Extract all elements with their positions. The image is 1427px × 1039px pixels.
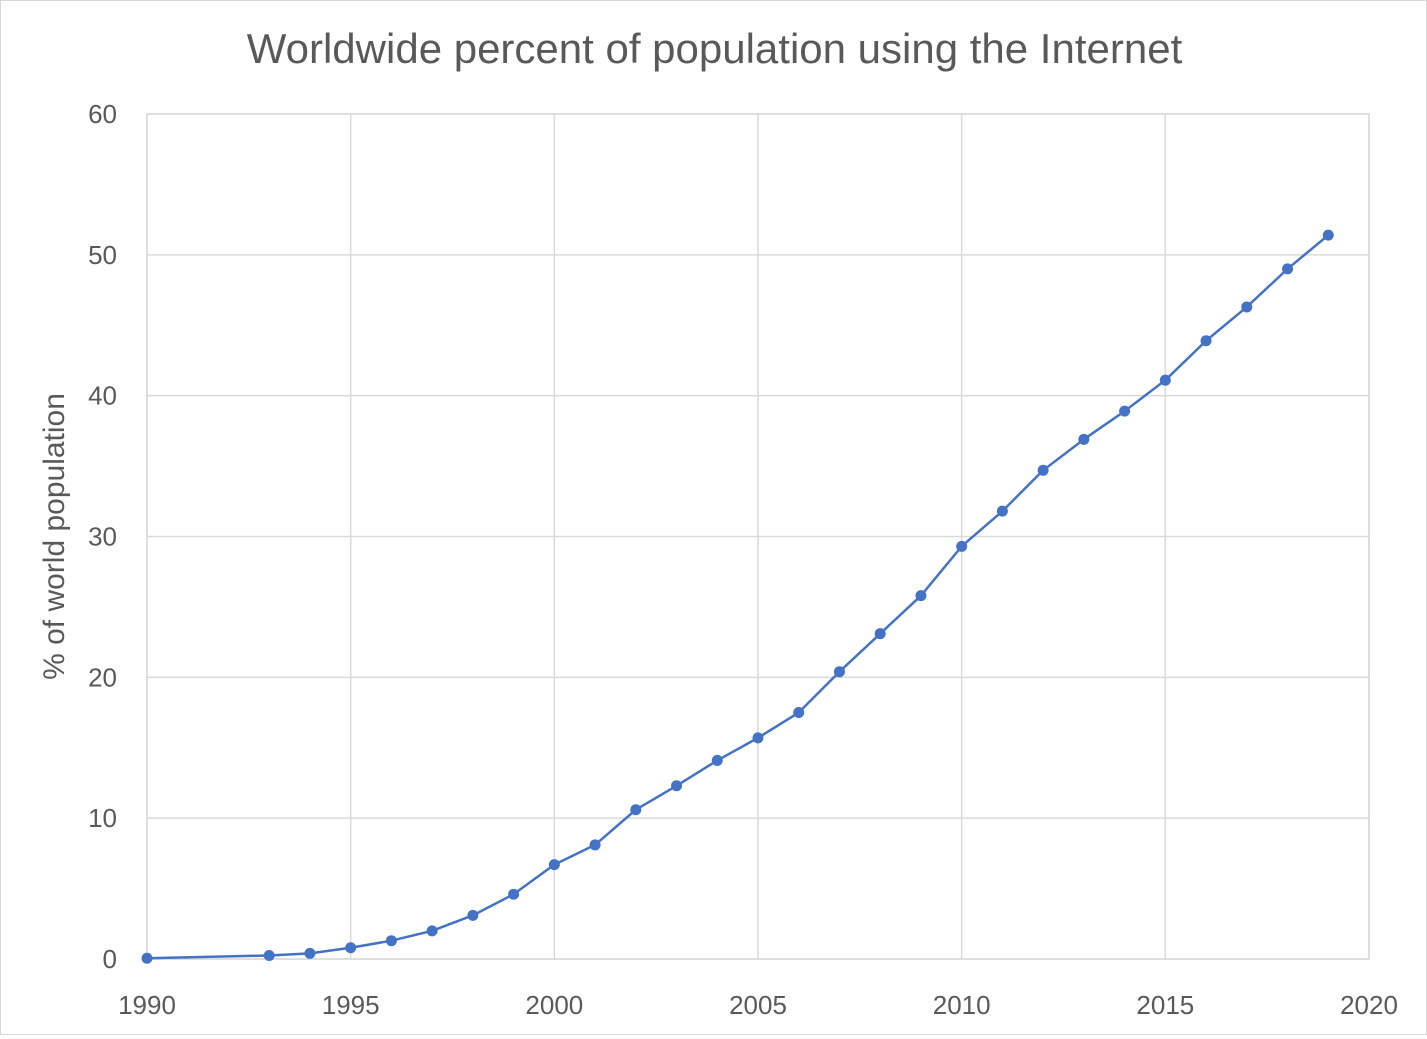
gridlines xyxy=(146,113,1370,960)
chart-title: Worldwide percent of population using th… xyxy=(246,25,1183,72)
data-point-2001 xyxy=(589,839,601,851)
data-point-2008 xyxy=(874,628,886,640)
data-point-2005 xyxy=(752,732,764,744)
data-point-2002 xyxy=(630,804,642,816)
data-point-2003 xyxy=(671,780,683,792)
series-layer xyxy=(141,229,1334,964)
data-point-1994 xyxy=(304,947,316,959)
x-tick-label-2015: 2015 xyxy=(1136,990,1194,1020)
data-point-2019 xyxy=(1322,229,1334,241)
data-point-2017 xyxy=(1241,301,1253,313)
data-point-1996 xyxy=(385,935,397,947)
y-tick-label-20: 20 xyxy=(88,662,117,692)
x-tick-label-1990: 1990 xyxy=(118,990,176,1020)
data-point-2015 xyxy=(1159,374,1171,386)
data-point-2000 xyxy=(548,859,560,871)
data-point-2009 xyxy=(915,590,927,602)
x-tick-label-2000: 2000 xyxy=(525,990,583,1020)
data-point-2011 xyxy=(996,505,1008,517)
data-point-2004 xyxy=(711,754,723,766)
x-tick-label-2005: 2005 xyxy=(729,990,787,1020)
x-tick-label-2020: 2020 xyxy=(1340,990,1398,1020)
plot-area-border xyxy=(146,113,1370,960)
y-axis-title: % of world population xyxy=(38,393,71,680)
y-tick-label-30: 30 xyxy=(88,522,117,552)
axis-tick-labels: 1990 1995 2000 2005 2010 2015 2020 0 10 20 30 40 50 6… xyxy=(88,99,1398,1020)
y-tick-label-0: 0 xyxy=(103,944,117,974)
data-point-2007 xyxy=(833,666,845,678)
data-point-2016 xyxy=(1200,335,1212,347)
data-point-2012 xyxy=(1037,464,1049,476)
y-tick-label-40: 40 xyxy=(88,381,117,411)
data-point-1998 xyxy=(467,909,479,921)
data-point-1995 xyxy=(345,942,357,954)
y-tick-label-10: 10 xyxy=(88,803,117,833)
y-tick-label-60: 60 xyxy=(88,99,117,129)
data-point-2018 xyxy=(1282,263,1294,275)
x-tick-label-1995: 1995 xyxy=(322,990,380,1020)
data-point-1990 xyxy=(141,952,153,964)
data-point-1993 xyxy=(263,949,275,961)
data-point-2010 xyxy=(956,540,968,552)
x-tick-label-2010: 2010 xyxy=(933,990,991,1020)
series-line-0 xyxy=(146,234,1330,960)
data-point-1997 xyxy=(426,925,438,937)
data-point-2014 xyxy=(1119,405,1131,417)
data-point-1999 xyxy=(508,888,520,900)
data-point-2013 xyxy=(1078,433,1090,445)
data-point-2006 xyxy=(793,707,805,719)
y-tick-label-50: 50 xyxy=(88,240,117,270)
